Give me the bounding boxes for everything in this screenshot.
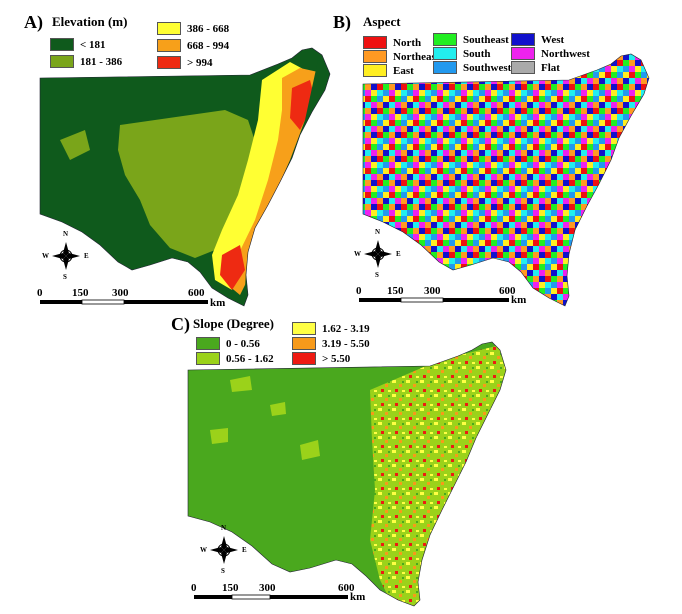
legend-item: Southwest (433, 61, 511, 74)
legend-swatch (50, 38, 74, 51)
legend-item: Southeast (433, 33, 509, 46)
compass-s: S (221, 567, 225, 575)
panel-label: C) (171, 314, 190, 334)
legend-swatch (196, 352, 220, 365)
highland-region (228, 68, 318, 295)
legend-item: 1.62 - 3.19 (292, 322, 370, 335)
scale-unit: km (511, 294, 527, 306)
scale-bar-segment (270, 595, 348, 599)
scale-bar-segment (81, 299, 125, 305)
scale-tick: 0 (37, 287, 43, 299)
legend-item: 668 - 994 (157, 39, 229, 52)
aspect-map (359, 53, 650, 307)
compass-s: S (63, 273, 67, 281)
scale-tick: 600 (499, 285, 516, 297)
legend-swatch (196, 337, 220, 350)
legend-title: Elevation (m) (52, 14, 128, 29)
scale-tick: 150 (72, 287, 89, 299)
scale-tick: 300 (424, 285, 441, 297)
legend-item: 0.56 - 1.62 (196, 352, 274, 365)
legend-title: Slope (Degree) (193, 316, 274, 331)
panel-aspect: B) Aspect North Northeast East Southeast… (333, 0, 682, 310)
compass-n: N (375, 228, 381, 236)
legend-item: South (433, 47, 491, 60)
scale-tick: 150 (387, 285, 404, 297)
legend-swatch (363, 50, 387, 63)
compass-e: E (396, 250, 401, 258)
compass-rose (52, 242, 80, 270)
scale-tick: 0 (191, 582, 197, 594)
scale-unit: km (350, 591, 366, 603)
scale-tick: 300 (112, 287, 129, 299)
scale-bar-segment (40, 300, 82, 304)
legend-title: Aspect (363, 14, 401, 29)
legend-swatch (363, 64, 387, 77)
scale-tick: 0 (356, 285, 362, 297)
compass-e: E (242, 546, 247, 554)
scale-bar-segment (231, 594, 271, 600)
panel-slope: C) Slope (Degree) 0 - 0.56 0.56 - 1.62 1… (0, 310, 682, 614)
steep-region (370, 345, 506, 606)
legend-item: > 994 (157, 56, 213, 69)
compass-w: W (200, 546, 207, 554)
legend-swatch (433, 47, 457, 60)
legend-swatch (511, 47, 535, 60)
peak-region (290, 80, 315, 130)
scale-bar-segment (194, 595, 232, 599)
mid-elevation-region (118, 110, 258, 258)
slope-map (187, 341, 507, 607)
scale-unit: km (210, 297, 226, 309)
legend-swatch (433, 33, 457, 46)
compass-w: W (42, 252, 49, 260)
scale-tick: 600 (188, 287, 205, 299)
legend-item: 0 - 0.56 (196, 337, 260, 350)
panel-label: A) (24, 12, 43, 32)
legend-item: Flat (511, 61, 560, 74)
legend-item: Northeast (363, 50, 439, 63)
compass-e: E (84, 252, 89, 260)
legend-item: Northwest (511, 47, 590, 60)
compass-rose (364, 240, 392, 268)
legend-item: < 181 (50, 38, 106, 51)
legend-swatch (50, 55, 74, 68)
scale-tick: 300 (259, 582, 276, 594)
panel-label: B) (333, 12, 351, 32)
legend-swatch (363, 36, 387, 49)
compass-rose (210, 536, 238, 564)
legend-item: 181 - 386 (50, 55, 122, 68)
scale-bar-segment (124, 300, 208, 304)
legend-swatch (292, 322, 316, 335)
legend-swatch (511, 61, 535, 74)
compass-n: N (63, 230, 69, 238)
legend-swatch (157, 56, 181, 69)
legend-swatch (511, 33, 535, 46)
scale-bar-segment (400, 297, 444, 303)
legend-item: West (511, 33, 564, 46)
compass-n: N (221, 524, 227, 532)
legend-item: 386 - 668 (157, 22, 229, 35)
legend-swatch (433, 61, 457, 74)
elevation-map (39, 47, 331, 307)
legend-swatch (157, 22, 181, 35)
panel-elevation: A) Elevation (m) < 181 181 - 386 386 - 6… (0, 0, 341, 310)
legend-item: 3.19 - 5.50 (292, 337, 370, 350)
compass-w: W (354, 250, 361, 258)
legend-item: North (363, 36, 421, 49)
compass-s: S (375, 271, 379, 279)
scale-bar-segment (359, 298, 401, 302)
legend-swatch (292, 337, 316, 350)
legend-item: > 5.50 (292, 352, 350, 365)
legend-item: East (363, 64, 414, 77)
legend-swatch (292, 352, 316, 365)
legend-swatch (157, 39, 181, 52)
scale-tick: 150 (222, 582, 239, 594)
scale-bar-segment (443, 298, 509, 302)
scale-tick: 600 (338, 582, 355, 594)
